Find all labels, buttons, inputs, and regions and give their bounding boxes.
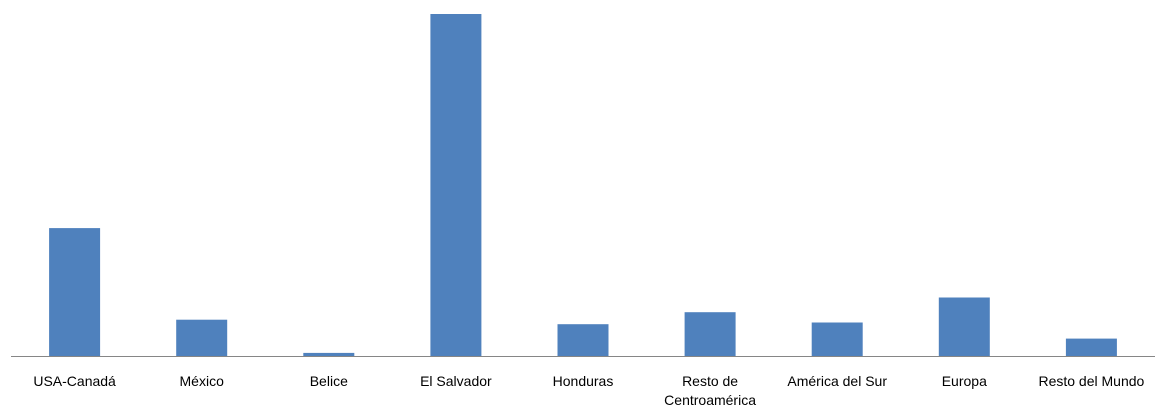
x-tick-label-line: América del Sur (787, 373, 887, 389)
bar-7 (938, 297, 990, 356)
bars-group (49, 14, 1117, 356)
x-tick-label-4: Honduras (553, 373, 614, 389)
x-tick-label-7: Europa (942, 373, 987, 389)
bar-0 (49, 228, 101, 356)
x-tick-label-8: Resto del Mundo (1038, 373, 1144, 389)
x-tick-label-line: Belice (310, 373, 348, 389)
x-tick-label-0: USA-Canadá (33, 373, 116, 389)
x-tick-label-2: Belice (310, 373, 348, 389)
bar-4 (557, 324, 609, 356)
x-tick-label-1: México (180, 373, 225, 389)
x-tick-label-line: Centroamérica (664, 392, 756, 408)
bar-1 (176, 319, 228, 356)
x-tick-label-6: América del Sur (787, 373, 887, 389)
x-tick-label-line: USA-Canadá (33, 373, 116, 389)
bar-2 (303, 352, 355, 356)
bar-6 (811, 322, 863, 356)
bar-3 (430, 14, 482, 356)
x-tick-label-3: El Salvador (420, 373, 492, 389)
tick-labels-group: USA-Canadá México Belice El Salvador Hondura… (33, 373, 1144, 408)
x-tick-label-line: Resto de (682, 373, 738, 389)
x-tick-label-line: México (180, 373, 225, 389)
x-tick-label-5: Resto de Centroamérica (664, 373, 756, 408)
x-tick-label-line: Europa (942, 373, 987, 389)
bar-5 (684, 312, 736, 356)
x-tick-label-line: El Salvador (420, 373, 492, 389)
x-tick-label-line: Honduras (553, 373, 614, 389)
x-tick-label-line: Resto del Mundo (1038, 373, 1144, 389)
bar-8 (1065, 338, 1117, 356)
